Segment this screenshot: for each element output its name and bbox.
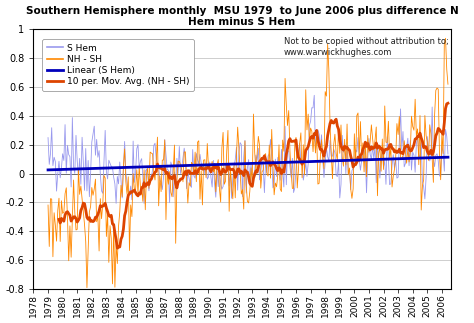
Title: Southern Hemisphere monthly  MSU 1979  to June 2006 plus difference N
Hem minus : Southern Hemisphere monthly MSU 1979 to … (26, 5, 458, 27)
Legend: S Hem, NH - SH, Linear (S Hem), 10 per. Mov. Avg. (NH - SH): S Hem, NH - SH, Linear (S Hem), 10 per. … (42, 39, 193, 91)
Text: Not to be copied without attribution to;
www.warwickhughes.com: Not to be copied without attribution to;… (284, 37, 448, 57)
